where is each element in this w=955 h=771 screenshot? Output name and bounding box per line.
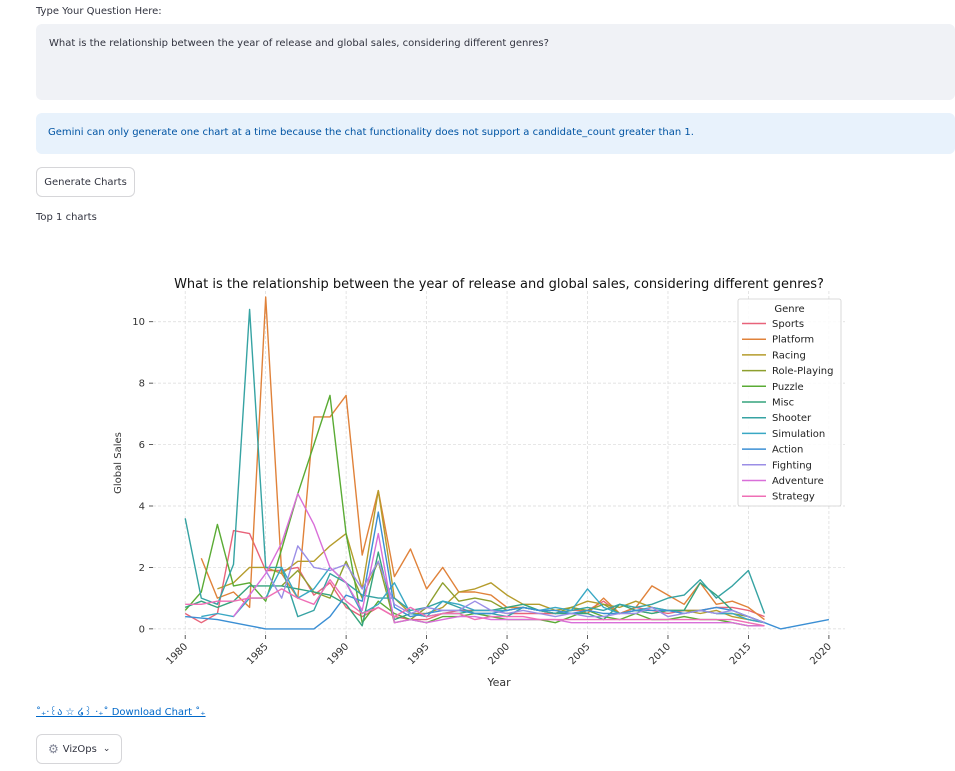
vizops-label: VizOps: [62, 743, 97, 755]
legend: Genre Sports Platform Racing Role-Playing Puz…: [737, 298, 842, 507]
y-tick-label: 4: [139, 502, 145, 513]
y-tick-label: 8: [139, 379, 145, 390]
legend-label: Adventure: [772, 476, 824, 487]
x-tick-label: 2005: [567, 641, 593, 667]
series-line-adventure: [232, 492, 765, 627]
series-line-puzzle: [184, 394, 765, 627]
x-tick-label: 2000: [486, 641, 512, 667]
y-axis-label: Global Sales: [113, 432, 124, 494]
x-tick-label: 1980: [165, 641, 191, 667]
legend-label: Role-Playing: [772, 366, 833, 377]
y-tick-label: 6: [139, 440, 145, 451]
x-tick-label: 2010: [647, 641, 673, 667]
top-charts-label: Top 1 charts: [36, 212, 97, 223]
x-axis-label: Year: [486, 676, 511, 689]
download-chart-link[interactable]: ˚₊‧꒰ა ☆ ໒꒱ ‧₊˚ Download Chart ˚₊: [36, 707, 206, 718]
legend-label: Sports: [772, 319, 804, 330]
legend-label: Strategy: [772, 492, 815, 503]
legend-label: Action: [772, 445, 803, 456]
legend-label: Shooter: [772, 413, 812, 424]
x-tick-label: 2015: [728, 641, 754, 667]
series-line-strategy: [185, 579, 765, 627]
info-alert: Gemini can only generate one chart at a …: [36, 113, 955, 154]
series-line-sports: [184, 529, 765, 624]
legend-label: Simulation: [772, 429, 825, 440]
y-tick-label: 10: [132, 317, 145, 328]
legend-box: [737, 298, 842, 507]
chart-title: What is the relationship between the yea…: [174, 277, 824, 292]
legend-label: Fighting: [772, 460, 812, 471]
line-chart: 1980 1985 1990 1995 2000 2005 2010 2015 2020 0 2 4 6…: [113, 277, 845, 689]
x-tick-label: 1990: [325, 641, 351, 667]
legend-label: Puzzle: [772, 382, 804, 393]
legend-label: Misc: [772, 398, 794, 409]
x-tick-label: 1995: [406, 641, 432, 667]
question-input-box[interactable]: [36, 24, 955, 100]
legend-title: Genre: [774, 304, 804, 315]
info-message: Gemini can only generate one chart at a …: [48, 127, 694, 138]
question-input[interactable]: [49, 38, 942, 86]
vizops-button[interactable]: ⚙ VizOps ⌄: [36, 734, 122, 764]
x-tick-label: 1985: [245, 641, 271, 667]
legend-label: Platform: [772, 335, 814, 346]
chevron-down-icon: ⌄: [102, 744, 111, 754]
y-tick-label: 0: [139, 624, 145, 635]
question-label: Type Your Question Here:: [36, 6, 162, 17]
generate-charts-button[interactable]: Generate Charts: [36, 167, 135, 197]
gear-icon: ⚙: [48, 742, 59, 756]
legend-label: Racing: [772, 350, 806, 361]
x-tick-label: 2020: [808, 641, 834, 667]
series-line-fighting: [265, 545, 765, 624]
y-tick-label: 2: [139, 563, 145, 574]
